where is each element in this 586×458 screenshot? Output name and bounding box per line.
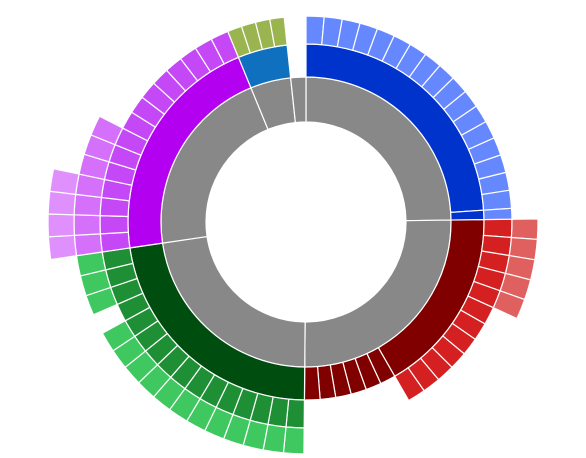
sunburst-branch (73, 233, 103, 257)
sunburst-branch (99, 231, 131, 253)
sunburst-branch (482, 218, 513, 239)
sunburst-branch (73, 214, 101, 236)
sunburst-leaf (47, 213, 76, 238)
sunburst-leaf (47, 190, 77, 216)
sunburst-leaf (49, 168, 80, 196)
sunburst-branch (450, 209, 485, 221)
sunburst-leaf (510, 218, 539, 241)
sunburst-branch (99, 215, 129, 235)
sunburst-leaf (303, 365, 321, 401)
sunburst-leaf (305, 15, 325, 46)
sunburst-leaf (289, 76, 307, 124)
sunburst-leaf (282, 426, 305, 455)
sunburst-leaf (482, 207, 513, 221)
sunburst-leaf (47, 234, 78, 261)
sunburst-leaf (269, 16, 288, 48)
